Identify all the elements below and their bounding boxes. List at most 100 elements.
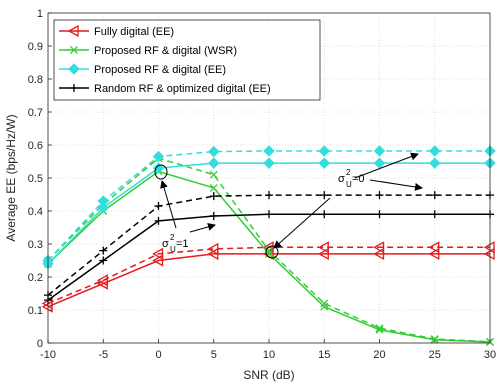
data-point	[430, 191, 439, 200]
x-tick-label: 25	[429, 349, 441, 361]
data-point	[154, 202, 163, 211]
arrow-to-cyan-dashed	[354, 152, 419, 179]
x-tick-label: 5	[211, 349, 217, 361]
x-tick-label: 20	[373, 349, 385, 361]
data-point	[265, 191, 273, 200]
data-point	[99, 256, 108, 265]
legend-marker	[70, 84, 78, 92]
data-point	[483, 241, 495, 254]
legend-entry: Fully digital (EE)	[59, 24, 174, 38]
legend-label: Random RF & optimized digital (EE)	[94, 83, 271, 95]
data-point	[209, 211, 218, 220]
legend-box	[53, 19, 321, 101]
arrow-to-fully-digital	[189, 223, 216, 233]
data-point	[428, 247, 440, 261]
data-point	[265, 249, 273, 258]
data-point	[375, 324, 384, 333]
data-point	[209, 192, 218, 201]
annotations: σ 2 U =1 σ 2 U =0	[154, 152, 423, 259]
data-point	[429, 145, 441, 157]
data-point	[152, 247, 164, 261]
arrow-to-black-dashed	[369, 179, 423, 191]
legend-entry: Proposed RF & digital (WSR)	[59, 45, 237, 57]
data-point	[430, 335, 439, 343]
annotation-circle-mid	[265, 245, 279, 259]
legend-label: Proposed RF & digital (WSR)	[94, 45, 237, 57]
data-point	[152, 150, 165, 163]
y-tick-label: 0	[37, 338, 43, 350]
y-tick-label: 1	[37, 8, 43, 20]
data-point	[317, 241, 329, 254]
data-point	[320, 191, 329, 200]
y-tick-label: 0.4	[28, 206, 43, 218]
data-point	[152, 162, 165, 174]
legend: Fully digital (EE) Proposed RF & digital …	[53, 19, 321, 101]
data-point	[317, 247, 329, 261]
y-tick-label: 0.2	[28, 272, 43, 284]
x-tick-labels: -10 -5 0 5 10 15 20 25 30	[40, 349, 496, 361]
data-point	[263, 145, 275, 157]
data-point	[483, 247, 495, 261]
legend-marker	[67, 24, 79, 38]
data-point	[99, 246, 108, 255]
data-point	[208, 145, 220, 158]
annotation-sigma-1-sup: 2	[170, 233, 175, 242]
data-point	[209, 170, 218, 179]
plot-frame	[47, 12, 491, 344]
data-point	[97, 201, 109, 214]
data-point	[97, 195, 109, 207]
legend-label: Proposed RF & digital (EE)	[94, 64, 226, 76]
series-4	[42, 157, 496, 270]
arrow-to-mid	[273, 197, 331, 249]
y-tick-label: 0.5	[28, 173, 43, 185]
annotation-sigma-0-main: σ	[338, 173, 345, 185]
data-point	[265, 246, 273, 255]
y-tick-label: 0.6	[28, 140, 43, 152]
y-tick-label: 0.8	[28, 74, 43, 86]
y-tick-label: 0.1	[28, 305, 43, 317]
annotation-sigma-0-sub: U	[346, 180, 352, 189]
data-point	[265, 210, 273, 219]
series-7	[44, 191, 494, 300]
y-tick-label: 0.9	[28, 41, 43, 53]
x-tick-label: -10	[40, 349, 56, 361]
data-point	[154, 216, 163, 225]
annotation-circle-peak	[154, 164, 168, 180]
data-point	[207, 242, 219, 256]
y-tick-label: 0.7	[28, 107, 43, 119]
annotation-sigma-0-tail: =0	[352, 173, 365, 185]
legend-entry: Proposed RF & digital (EE)	[59, 63, 226, 76]
data-point	[152, 254, 164, 267]
data-point	[96, 274, 108, 287]
data-point	[373, 247, 385, 261]
data-point	[320, 210, 329, 219]
x-tick-label: 30	[484, 349, 496, 361]
data-point	[318, 157, 330, 169]
data-point	[430, 210, 439, 219]
legend-marker	[68, 63, 80, 75]
data-point	[428, 241, 440, 254]
x-tick-label: 0	[155, 349, 161, 361]
legend-marker	[70, 46, 78, 54]
x-axis-label: SNR (dB)	[243, 368, 294, 382]
data-point	[429, 157, 441, 169]
annotation-sigma-1: σ 2 U =1	[162, 233, 189, 254]
x-tick-label: 10	[263, 349, 275, 361]
annotation-sigma-1-main: σ	[162, 238, 169, 250]
data-point	[375, 325, 384, 334]
y-axis-label: Average EE (bps/Hz/W)	[4, 114, 18, 241]
y-tick-label: 0.3	[28, 239, 43, 251]
annotation-sigma-1-tail: =1	[176, 238, 189, 250]
data-point	[373, 145, 386, 157]
data-point	[263, 157, 275, 169]
data-point	[320, 299, 329, 308]
annotation-sigma-0-sup: 2	[346, 168, 351, 177]
y-tick-labels: 0 0.1 0.2 0.3 0.4 0.5 0.6 0.7 0.8 0.9 1	[28, 8, 43, 350]
data-point	[209, 183, 218, 192]
x-tick-label: 15	[318, 349, 330, 361]
x-tick-label: -5	[98, 349, 108, 361]
data-point	[375, 210, 384, 219]
annotation-sigma-1-sub: U	[170, 245, 176, 254]
data-point	[373, 241, 385, 254]
